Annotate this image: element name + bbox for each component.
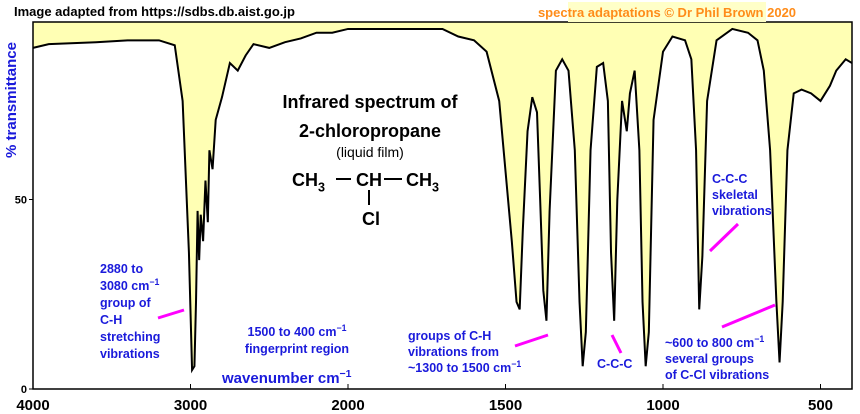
annotation: vibrations — [712, 204, 772, 218]
annotation: 3080 cm−1 — [100, 277, 159, 293]
formula-group-main: CH — [356, 170, 382, 190]
pointer — [721, 303, 776, 329]
annotation-sup: −1 — [336, 323, 346, 333]
annotation: 1500 to 400 cm−1 — [248, 323, 347, 339]
x-axis-label-main: wavenumber cm — [221, 370, 340, 387]
formula-branch: Cl — [362, 209, 380, 229]
formula-group-sub: 3 — [432, 180, 439, 194]
pointer — [708, 222, 740, 253]
annotation-sup: −1 — [754, 334, 764, 344]
annotation: vibrations — [100, 347, 160, 361]
formula-group-sub: 3 — [318, 180, 325, 194]
annotation: fingerprint region — [245, 342, 349, 356]
annotation-main: ~600 to 800 cm — [665, 336, 754, 350]
annotation-main: ~1300 to 1500 cm — [408, 361, 511, 375]
annotation: several groups — [665, 352, 754, 366]
formula-group-main: CH — [292, 170, 318, 190]
x-axis-label: wavenumber cm−1 — [221, 368, 352, 387]
annotation: group of — [100, 296, 152, 310]
formula-group: CH3 — [406, 170, 439, 194]
x-tick-label: 3000 — [174, 397, 207, 414]
annotation: skeletal — [712, 188, 758, 202]
spectrum-line — [32, 27, 853, 374]
chart-title: 2-chloropropane — [299, 121, 441, 141]
subtitle: (liquid film) — [336, 144, 404, 160]
x-tick-label: 4000 — [16, 397, 49, 414]
annotation: groups of C-H — [408, 329, 491, 343]
credit: spectra adaptations © Dr Phil Brown 2020 — [538, 5, 796, 20]
formula-group-main: CH — [406, 170, 432, 190]
annotation-sup: −1 — [511, 359, 521, 369]
annotation: 2880 to — [100, 262, 143, 276]
x-axis-label-sup: −1 — [340, 368, 352, 380]
pointer — [514, 333, 549, 348]
pointer — [610, 334, 623, 354]
annotation: C-C-C — [712, 172, 747, 186]
x-tick-label: 1000 — [646, 397, 679, 414]
chart-title: Infrared spectrum of — [282, 92, 458, 112]
annotation: vibrations from — [408, 345, 499, 359]
plot-frame — [32, 21, 853, 390]
x-tick-label: 2000 — [331, 397, 364, 414]
annotation: of C-Cl vibrations — [665, 368, 769, 382]
annotation-main: 3080 cm — [100, 279, 149, 293]
annotation: ~600 to 800 cm−1 — [665, 334, 764, 350]
formula-group: CH3 — [292, 170, 325, 194]
y-axis-label: % transmittance — [3, 42, 20, 158]
formula-group: CH — [356, 170, 382, 190]
annotation-sup: −1 — [149, 277, 159, 287]
source-note: Image adapted from https://sdbs.db.aist.… — [14, 4, 295, 19]
y-tick-label: 50 — [15, 195, 27, 207]
annotation: C-C-C — [597, 357, 632, 371]
x-tick-label: 500 — [808, 397, 833, 414]
area — [33, 22, 852, 371]
x-tick-label: 1500 — [489, 397, 522, 414]
annotation-main: 1500 to 400 cm — [248, 325, 337, 339]
annotation: C-H — [100, 313, 122, 327]
plot-area — [32, 21, 853, 390]
annotation: stretching — [100, 330, 160, 344]
credit-box — [568, 2, 766, 22]
annotation: ~1300 to 1500 cm−1 — [408, 359, 521, 375]
y-tick-label: 0 — [21, 384, 27, 396]
pointer — [157, 308, 185, 320]
